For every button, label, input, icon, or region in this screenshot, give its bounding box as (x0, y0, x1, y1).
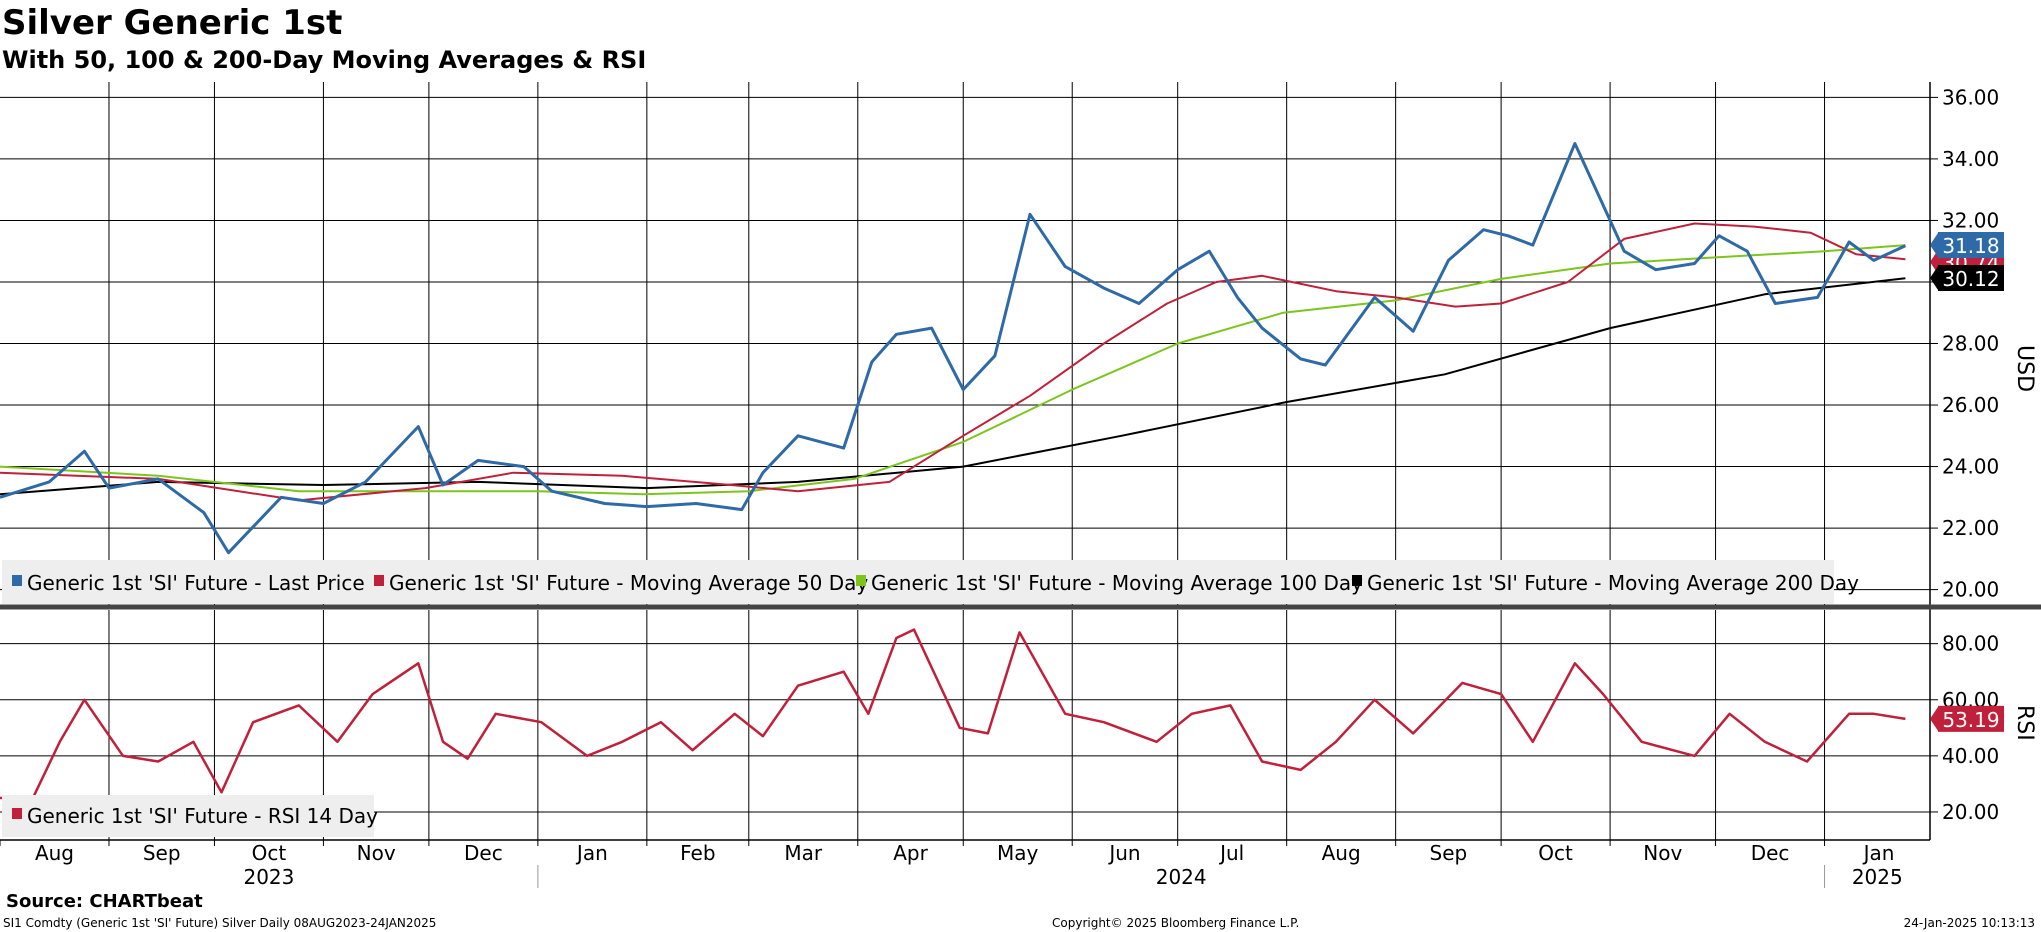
x-month-label: Feb (680, 841, 715, 865)
x-month-label: Dec (464, 841, 503, 865)
legend-swatch (1352, 575, 1362, 586)
x-month-label: Apr (893, 841, 928, 865)
x-month-label: Jun (1107, 841, 1140, 865)
x-month-label: May (997, 841, 1039, 865)
chart-frame (0, 82, 2041, 841)
x-month-label: Sep (1430, 841, 1468, 865)
price-panel-series (0, 142, 1907, 555)
rsi-last-label-pointer (1930, 706, 1938, 731)
time-x-axis: Aug Sep Oct Nov Dec Jan Feb Mar Apr May Jun Jul Aug S… (0, 840, 1903, 889)
x-month-label: Jan (1862, 841, 1895, 865)
rsi-panel-series (0, 628, 1906, 802)
ma200-last-label-box (1938, 265, 2004, 291)
x-month-label: Sep (143, 841, 181, 865)
x-month-label: Nov (1643, 841, 1682, 865)
source-label: Source: CHARTbeat (6, 891, 203, 912)
legend-label: Generic 1st 'SI' Future - Moving Average… (871, 571, 1363, 595)
price-y-tick-label: 34.00 (1942, 147, 1999, 171)
price-y-axis: 20.0022.0024.0026.0028.0030.0032.0034.00… (1930, 85, 2037, 602)
rsi-y-tick-label: 80.00 (1942, 632, 1999, 656)
legend-label: Generic 1st 'SI' Future - Moving Average… (389, 571, 868, 595)
x-month-label: Nov (357, 841, 396, 865)
price-y-tick-label: 22.00 (1942, 516, 1999, 540)
price-y-tick-label: 24.00 (1942, 455, 1999, 479)
price-panel-grid (0, 82, 1930, 605)
price-y-tick-label: 36.00 (1942, 85, 1999, 109)
x-month-label: Dec (1751, 841, 1790, 865)
chart-title: Silver Generic 1st (2, 3, 343, 43)
chart-subtitle: With 50, 100 & 200-Day Moving Averages &… (2, 46, 647, 74)
rsi-last-label-text: 53.19 (1942, 708, 1999, 732)
price-y-tick-label: 20.00 (1942, 578, 1999, 602)
x-month-label: Oct (252, 841, 287, 865)
x-year-label: 2025 (1852, 865, 1903, 889)
ma200-last-label-pointer (1930, 266, 1938, 290)
ma100-line (0, 244, 1906, 496)
x-year-label: 2024 (1156, 865, 1207, 889)
legend-label: Generic 1st 'SI' Future - Moving Average… (1367, 571, 1859, 595)
rsi-legend: Generic 1st 'SI' Future - RSI 14 Day (2, 795, 378, 837)
rsi-y-tick-label: 20.00 (1942, 800, 1999, 824)
price-last-label-pointer (1930, 233, 1938, 257)
ma200-line (0, 277, 1906, 496)
x-month-label: Oct (1538, 841, 1573, 865)
rsi-y-tick-label: 40.00 (1942, 744, 1999, 768)
price-last-label-box (1938, 232, 2004, 258)
x-month-label: Mar (784, 841, 823, 865)
legend-swatch (12, 575, 22, 586)
x-month-label: Aug (35, 841, 74, 865)
price-y-axis-title: USD (2012, 345, 2037, 392)
ma50-line (0, 222, 1906, 502)
rsi-y-axis-title: RSI (2012, 705, 2037, 741)
price-y-tick-label: 32.00 (1942, 208, 1999, 232)
legend-swatch (856, 575, 866, 586)
x-year-label: 2023 (243, 865, 294, 889)
rsi-last-label-box (1938, 705, 2004, 732)
price-y-tick-label: 28.00 (1942, 332, 1999, 356)
ma50-last-label-pointer (1930, 250, 1938, 274)
price-last-label-text: 31.18 (1942, 234, 1999, 258)
price-legend-background (2, 560, 1834, 604)
timestamp: 24-Jan-2025 10:13:13 (1903, 916, 2035, 930)
rsi-legend-background (2, 795, 374, 837)
legend-label: Generic 1st 'SI' Future - Last Price (27, 571, 365, 595)
price-legend: Generic 1st 'SI' Future - Last Price Gene… (2, 560, 1859, 604)
rsi-line (0, 628, 1906, 802)
last-price-line (0, 142, 1907, 555)
x-month-label: Jul (1218, 841, 1244, 865)
copyright-notice: Copyright© 2025 Bloomberg Finance L.P. (1052, 916, 1300, 930)
legend-swatch (374, 575, 384, 586)
legend-swatch (12, 808, 22, 819)
ticker-description: SI1 Comdty (Generic 1st 'SI' Future) Sil… (3, 916, 437, 930)
ma200-last-label-text: 30.12 (1942, 267, 1999, 291)
legend-label: Generic 1st 'SI' Future - RSI 14 Day (27, 804, 378, 828)
x-month-label: Jan (575, 841, 608, 865)
price-y-tick-label: 26.00 (1942, 393, 1999, 417)
x-month-label: Aug (1322, 841, 1361, 865)
